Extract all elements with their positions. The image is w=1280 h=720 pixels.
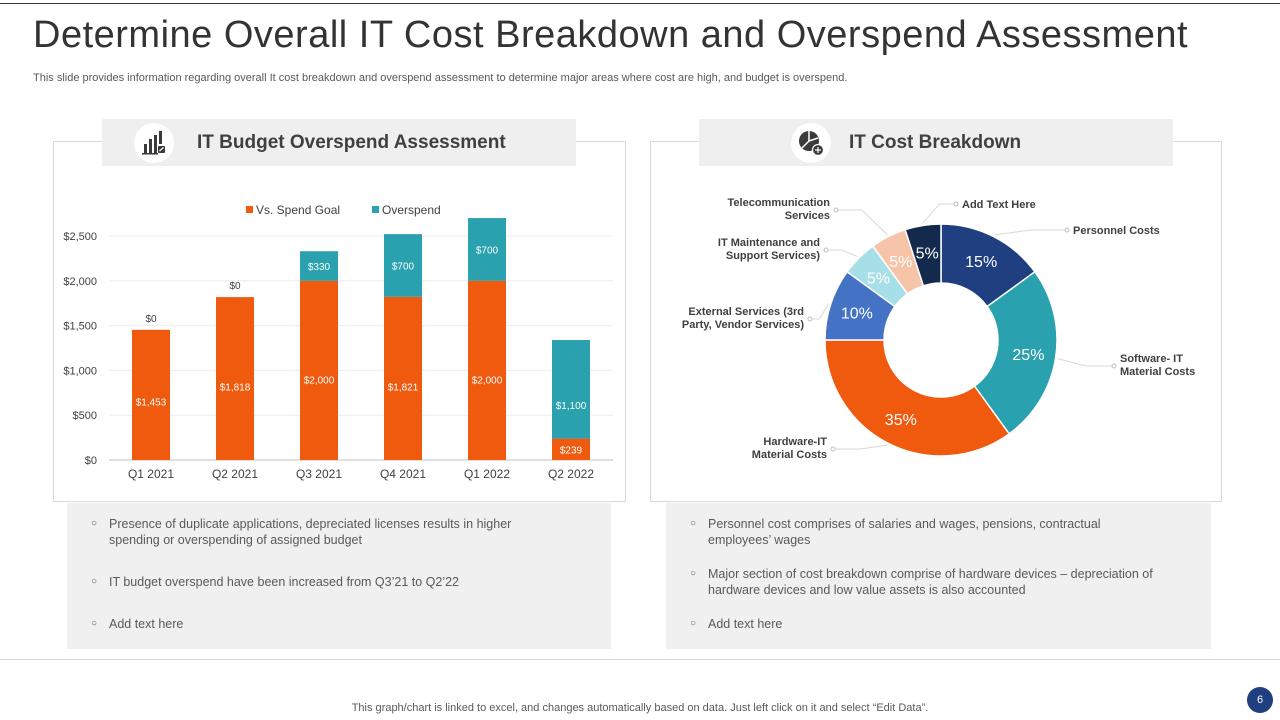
bar-overspend: [300, 251, 338, 281]
donut-category-label: Hardware-IT Material Costs: [752, 436, 827, 461]
overspend-note-1: ○ Presence of duplicate applications, de…: [91, 517, 512, 547]
callout-dot: [833, 207, 839, 213]
callout-leader-line: [826, 249, 858, 258]
donut-category-label: IT Maintenance and Support Services): [718, 237, 820, 262]
bar-overspend: [384, 234, 422, 297]
data-label-spend-goal: $1,821: [388, 383, 419, 394]
x-tick-label: Q1 2022: [464, 467, 510, 481]
legend-label: Overspend: [382, 203, 441, 217]
callout-leader-line: [922, 203, 956, 224]
donut-slice: [973, 270, 1058, 435]
donut-category-label: Telecommunication Services: [728, 197, 831, 222]
overspend-note-2: ○ IT budget overspend have been increase…: [91, 575, 459, 589]
data-label-spend-goal: $1,453: [136, 397, 167, 408]
cost-breakdown-panel-header: IT Cost Breakdown: [699, 119, 1173, 166]
overspend-panel-title: IT Budget Overspend Assessment: [197, 131, 506, 153]
bullet-icon: ○: [690, 518, 697, 529]
y-tick-label: $500: [73, 410, 97, 422]
chart-legend: Vs. Spend Goal Overspend: [246, 203, 441, 217]
y-tick-label: $2,000: [63, 276, 97, 288]
bar-spend-goal: [384, 296, 422, 460]
data-label-spend-goal: $239: [560, 445, 583, 456]
data-label-overspend: $330: [308, 262, 331, 273]
y-tick-label: $1,500: [63, 321, 97, 333]
footer-rule: [0, 659, 1280, 660]
data-label-overspend: $1,100: [556, 401, 587, 412]
bullet-icon: ○: [690, 618, 697, 629]
legend-label: Vs. Spend Goal: [256, 203, 340, 217]
x-tick-label: Q2 2022: [548, 467, 594, 481]
callout-leader-line: [833, 444, 888, 450]
bar-overspend: [468, 218, 506, 281]
bullet-icon: ○: [690, 568, 697, 579]
page-number: 6: [1247, 687, 1273, 713]
donut-pct-label: 5%: [889, 254, 912, 271]
callout-dot: [953, 201, 959, 207]
donut-slice: [904, 223, 942, 287]
bar-spend-goal: [132, 329, 170, 460]
donut-pct-label: 5%: [916, 246, 939, 263]
overspend-bar-chart: $0 $500 $1,000 $1,500 $2,000 $2,500 Vs. Spend …: [63, 203, 613, 481]
bar-spend-goal: [468, 280, 506, 460]
data-label-overspend: $0: [229, 281, 241, 292]
data-label-spend-goal: $2,000: [304, 375, 335, 386]
donut-slice: [824, 339, 1011, 457]
overspend-notes: ○ Presence of duplicate applications, de…: [67, 503, 611, 649]
callout-leader-line: [836, 209, 888, 236]
y-tick-label: $1,000: [63, 365, 97, 377]
overspend-panel-header: IT Budget Overspend Assessment: [102, 119, 576, 166]
legend-swatch: [246, 206, 253, 213]
donut-pct-label: 15%: [965, 254, 997, 271]
cost-note-2: ○ Major section of cost breakdown compri…: [690, 567, 1153, 597]
callout-dot: [807, 316, 813, 322]
bar-spend-goal: [552, 438, 590, 460]
cost-note-1: ○ Personnel cost comprises of salaries a…: [690, 517, 1101, 547]
donut-category-label: Software- IT Material Costs: [1120, 353, 1195, 378]
callout-dot: [1064, 227, 1070, 233]
cost-breakdown-notes: ○ Personnel cost comprises of salaries a…: [666, 503, 1211, 649]
donut-pct-label: 10%: [841, 306, 873, 323]
callout-leader-line: [994, 229, 1067, 236]
donut-category-label: Personnel Costs: [1073, 225, 1160, 237]
x-tick-label: Q1 2021: [128, 467, 174, 481]
callout-dot: [823, 247, 829, 253]
donut-pct-label: 25%: [1012, 347, 1044, 364]
data-label-spend-goal: $1,818: [220, 383, 251, 394]
bar-chart-icon: [134, 122, 174, 163]
callout-dot: [1111, 363, 1117, 369]
bar-spend-goal: [300, 280, 338, 460]
overspend-note-3: ○ Add text here: [91, 617, 184, 631]
x-tick-label: Q3 2021: [296, 467, 342, 481]
pie-chart-icon: [791, 122, 831, 163]
page-title: Determine Overall IT Cost Breakdown and …: [33, 14, 1189, 56]
cost-breakdown-donut-chart: 15% Personnel Costs 25% Software- IT Materia…: [682, 197, 1195, 461]
data-label-overspend: $0: [145, 314, 157, 325]
bar-spend-goal: [216, 297, 254, 460]
footer-note: This graph/chart is linked to excel, and…: [351, 702, 929, 714]
x-tick-label: Q2 2021: [212, 467, 258, 481]
bullet-icon: ○: [91, 576, 98, 587]
donut-pct-label: 5%: [867, 270, 890, 287]
callout-dot: [830, 446, 836, 452]
bullet-icon: ○: [91, 618, 98, 629]
data-label-overspend: $700: [392, 261, 415, 272]
donut-category-label: External Services (3rd Party, Vendor Serv…: [682, 306, 804, 331]
data-label-spend-goal: $2,000: [472, 375, 503, 386]
callout-leader-line: [810, 303, 830, 320]
page-subtitle: This slide provides information regardin…: [33, 72, 848, 84]
donut-category-label: Add Text Here: [962, 199, 1036, 211]
x-tick-label: Q4 2021: [380, 467, 426, 481]
y-tick-label: $0: [85, 455, 97, 467]
donut-pct-label: 35%: [885, 412, 917, 429]
bullet-icon: ○: [91, 518, 98, 529]
data-label-overspend: $700: [476, 245, 499, 256]
callout-leader-line: [1057, 357, 1114, 367]
cost-note-3: ○ Add text here: [690, 617, 783, 631]
y-tick-label: $2,500: [63, 231, 97, 243]
cost-breakdown-panel-title: IT Cost Breakdown: [849, 131, 1022, 153]
top-rule: [0, 3, 1280, 4]
bar-overspend: [552, 340, 590, 439]
legend-swatch: [372, 206, 379, 213]
